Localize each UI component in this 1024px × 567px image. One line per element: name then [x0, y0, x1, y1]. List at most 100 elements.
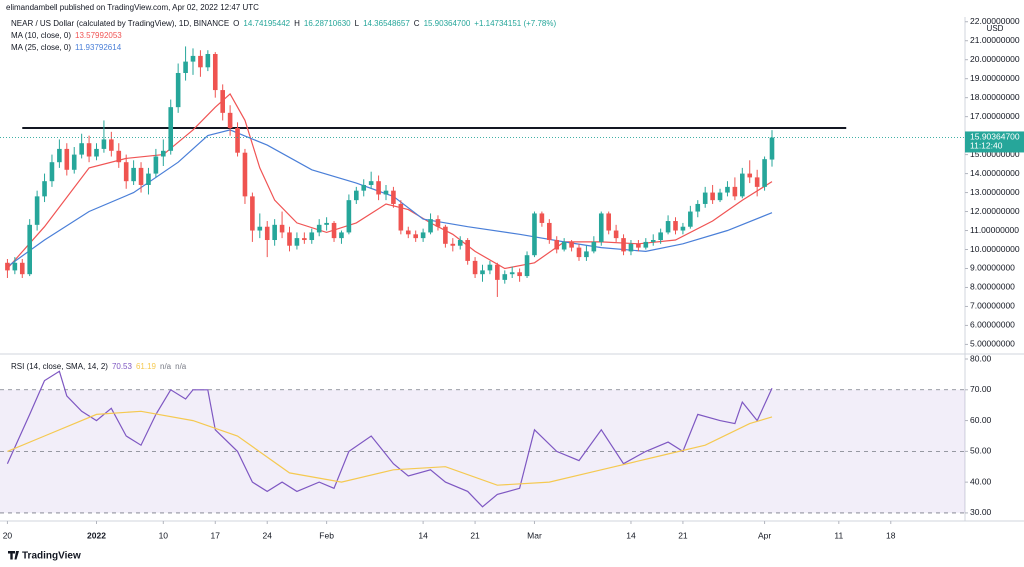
candle-body [42, 181, 47, 197]
line-series [6, 370, 773, 508]
candle-body [613, 230, 619, 239]
publisher: elimandambell published on TradingView.c… [6, 3, 259, 12]
y-tick-label: 17.00000000 [970, 111, 1020, 121]
rsi-legend-value: n/a [175, 362, 187, 371]
legend-value: 13.57992053 [75, 31, 122, 40]
rsi-title: RSI (14, close, SMA, 14, 2) [11, 362, 108, 371]
x-tick-label: 17 [211, 530, 221, 540]
candle-body [598, 213, 604, 242]
candle-body [64, 148, 70, 170]
candle-body [450, 243, 456, 246]
candle-body [740, 173, 745, 197]
y-tick-label: 22.00000000 [970, 16, 1020, 26]
candle-body [168, 107, 174, 151]
candle-body [279, 224, 285, 233]
candle-body [695, 203, 701, 212]
candle-body [405, 230, 411, 235]
y-tick-label: 5.00000000 [970, 339, 1015, 349]
candle-body [294, 238, 300, 246]
x-tick-label: 2022 [87, 530, 106, 540]
candle-body [153, 156, 159, 174]
last-price-label: 15.90364700 [970, 132, 1020, 142]
line-series [7, 410, 773, 486]
y-tick-label: 60.00 [970, 415, 992, 425]
y-tick-label: 10.00000000 [970, 244, 1020, 254]
candle-body [591, 241, 597, 252]
y-tick-label: 8.00000000 [970, 282, 1015, 292]
y-tick-label: 20.00000000 [970, 54, 1020, 64]
y-tick-label: 14.00000000 [970, 168, 1020, 178]
rsi-legend-value: n/a [160, 362, 172, 371]
candle-body [212, 54, 218, 91]
candle-body [554, 240, 560, 250]
candle-body [183, 61, 188, 73]
candle-body [457, 240, 463, 246]
candle-body [376, 181, 381, 195]
x-tick-label: Mar [527, 530, 542, 540]
candle-body [650, 240, 656, 242]
x-tick-label: 14 [418, 530, 428, 540]
candle-body [5, 262, 10, 271]
candle-body [287, 232, 292, 246]
ohlc-value: 15.90364700 [424, 19, 471, 28]
candle-body [732, 186, 738, 197]
candle-body [19, 262, 25, 275]
candle-body [665, 221, 671, 233]
candle-body [398, 203, 404, 231]
candle-body [257, 226, 263, 231]
candle-body [86, 143, 92, 157]
candle-body [754, 177, 760, 187]
countdown: 11:12:40 [970, 141, 1003, 151]
candle-body [391, 190, 396, 204]
x-tick-label: 21 [678, 530, 688, 540]
candle-body [27, 224, 32, 275]
x-tick-label: 10 [159, 530, 169, 540]
candle-body [242, 152, 248, 197]
candle-body [383, 190, 389, 195]
candle-body [309, 232, 315, 241]
candle-body [547, 222, 552, 241]
candle-body [250, 196, 255, 231]
candle-body [272, 224, 277, 241]
candle-body [354, 190, 359, 201]
y-tick-label: 19.00000000 [970, 73, 1020, 83]
candle-body [190, 55, 196, 62]
x-tick-label: 21 [470, 530, 480, 540]
candle-body [509, 272, 515, 275]
candle-body [94, 148, 99, 157]
candle-body [532, 213, 537, 256]
candle-body [524, 255, 530, 277]
candle-body [227, 112, 233, 129]
candle-body [420, 232, 426, 239]
candle-body [502, 274, 508, 280]
ohlc-value: 14.36548657 [363, 19, 410, 28]
legend-value: 11.93792614 [75, 43, 122, 52]
candle-body [302, 238, 307, 241]
y-tick-label: 80.00 [970, 353, 992, 363]
rsi-legend-value: 61.19 [136, 362, 157, 371]
candle-body [584, 251, 589, 258]
candle-body [628, 243, 634, 252]
change: +1.14734151 (+7.78%) [474, 19, 556, 28]
y-tick-label: 21.00000000 [970, 35, 1020, 45]
rsi-legend-value: 70.53 [112, 362, 133, 371]
x-tick-label: 24 [262, 530, 272, 540]
candle-body [116, 150, 122, 163]
logo-icon [7, 551, 19, 560]
symbol: NEAR / US Dollar (calculated by TradingV… [11, 19, 229, 28]
candle-body [138, 167, 144, 185]
candle-body [109, 139, 114, 151]
candle-body [57, 148, 62, 163]
x-tick-label: 20 [3, 530, 13, 540]
candle-body [702, 192, 708, 204]
candle-body [101, 139, 107, 149]
y-tick-label: 13.00000000 [970, 187, 1020, 197]
y-tick-label: 6.00000000 [970, 320, 1015, 330]
candle-body [324, 222, 329, 225]
candle-body [428, 219, 433, 233]
y-tick-label: 30.00 [970, 507, 992, 517]
candle-body [161, 150, 166, 157]
candle-body [131, 167, 136, 182]
candle-body [606, 213, 611, 231]
